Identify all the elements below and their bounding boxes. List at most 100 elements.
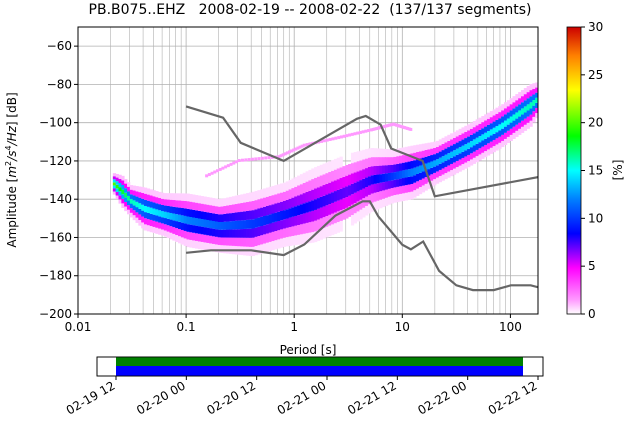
psd-cell (248, 228, 253, 238)
psd-outlier-cell (288, 150, 292, 154)
psd-cell (280, 183, 284, 193)
psd-cell (472, 127, 477, 134)
psd-cell (328, 225, 332, 237)
psd-cell (265, 215, 270, 225)
psd-cell (192, 202, 196, 210)
psd-cell (441, 143, 445, 151)
psd-cell (455, 160, 460, 168)
psd-cell (498, 130, 502, 137)
psd-cell (115, 191, 119, 196)
psd-cell (299, 224, 304, 235)
psd-cell (523, 100, 528, 107)
psd-cell (450, 139, 454, 146)
psd-cell (498, 112, 502, 119)
psd-cell (461, 145, 465, 152)
psd-cell (430, 148, 434, 156)
psd-cell (430, 142, 434, 149)
psd-cell (231, 229, 236, 238)
psd-cell (362, 198, 366, 208)
psd-cell (189, 224, 193, 233)
psd-cell (240, 237, 244, 247)
psd-cell (149, 226, 153, 233)
psd-cell (498, 124, 502, 131)
x-tick-label: 10 (395, 320, 410, 334)
psd-cell (274, 203, 278, 213)
psd-cell (362, 149, 366, 160)
psd-cell (489, 147, 494, 154)
psd-cell (314, 177, 318, 189)
psd-cell (467, 142, 471, 149)
psd-cell (316, 230, 321, 241)
timeline-tick-label: 02-19 12 (64, 378, 118, 417)
psd-cell (268, 223, 272, 233)
psd-cell (132, 195, 136, 201)
psd-cell (263, 188, 267, 198)
psd-outlier-cell (353, 132, 357, 136)
psd-cell (435, 177, 440, 184)
psd-cell (115, 177, 119, 182)
chart-title: PB.B075..EHZ 2008-02-19 -- 2008-02-22 (1… (88, 2, 532, 18)
psd-cell (370, 147, 375, 158)
psd-cell (353, 172, 357, 183)
psd-cell (424, 143, 428, 150)
psd-cell (220, 222, 224, 230)
psd-cell (195, 210, 199, 218)
psd-cell (435, 165, 440, 172)
psd-cell (144, 212, 148, 219)
psd-cell (365, 149, 369, 159)
psd-cell (124, 178, 128, 184)
psd-cell (161, 223, 165, 230)
psd-outlier-cell (281, 153, 285, 157)
psd-cell (325, 226, 329, 238)
psd-cell (353, 162, 357, 173)
psd-cell (212, 228, 216, 237)
psd-cell (478, 129, 482, 137)
psd-cell (404, 192, 409, 201)
psd-cell (447, 147, 451, 154)
psd-cell (416, 173, 420, 182)
psd-cell (325, 205, 329, 216)
psd-cell (212, 205, 216, 214)
psd-cell (195, 225, 199, 234)
psd-cell (285, 227, 289, 238)
psd-cell (288, 198, 292, 209)
psd-cell (345, 207, 349, 219)
psd-cell (387, 157, 392, 166)
psd-cell (158, 228, 162, 235)
psd-cell (195, 217, 199, 226)
psd-cell (407, 169, 411, 177)
psd-cell (203, 196, 207, 205)
x-tick-label: 0.01 (65, 320, 92, 334)
psd-cell (515, 106, 519, 113)
psd-cell (118, 187, 122, 192)
psd-cell (203, 204, 207, 212)
psd-cell (379, 148, 383, 158)
psd-cell (486, 137, 491, 144)
psd-cell (274, 185, 278, 195)
psd-cell (427, 142, 431, 150)
psd-cell (282, 228, 287, 238)
psd-cell (135, 217, 139, 223)
psd-cell (163, 218, 168, 225)
psd-cell (163, 205, 168, 212)
psd-cell (492, 146, 496, 153)
psd-cell (268, 232, 272, 242)
psd-cell (532, 100, 536, 106)
psd-cell (379, 174, 383, 183)
psd-cell (186, 231, 190, 240)
psd-cell (240, 203, 244, 212)
psd-outlier-cell (356, 131, 360, 135)
psd-cell (455, 130, 460, 137)
psd-cell (209, 228, 213, 236)
psd-cell (384, 157, 389, 166)
psd-cell (234, 212, 238, 221)
psd-cell (384, 197, 389, 206)
psd-cell (229, 221, 233, 230)
psd-cell (492, 139, 496, 147)
psd-outlier-cell (391, 122, 395, 126)
psd-cell (433, 147, 437, 155)
psd-cell (129, 208, 134, 213)
psd-cell (331, 160, 335, 171)
psd-cell (155, 227, 159, 234)
psd-cell (373, 157, 377, 167)
